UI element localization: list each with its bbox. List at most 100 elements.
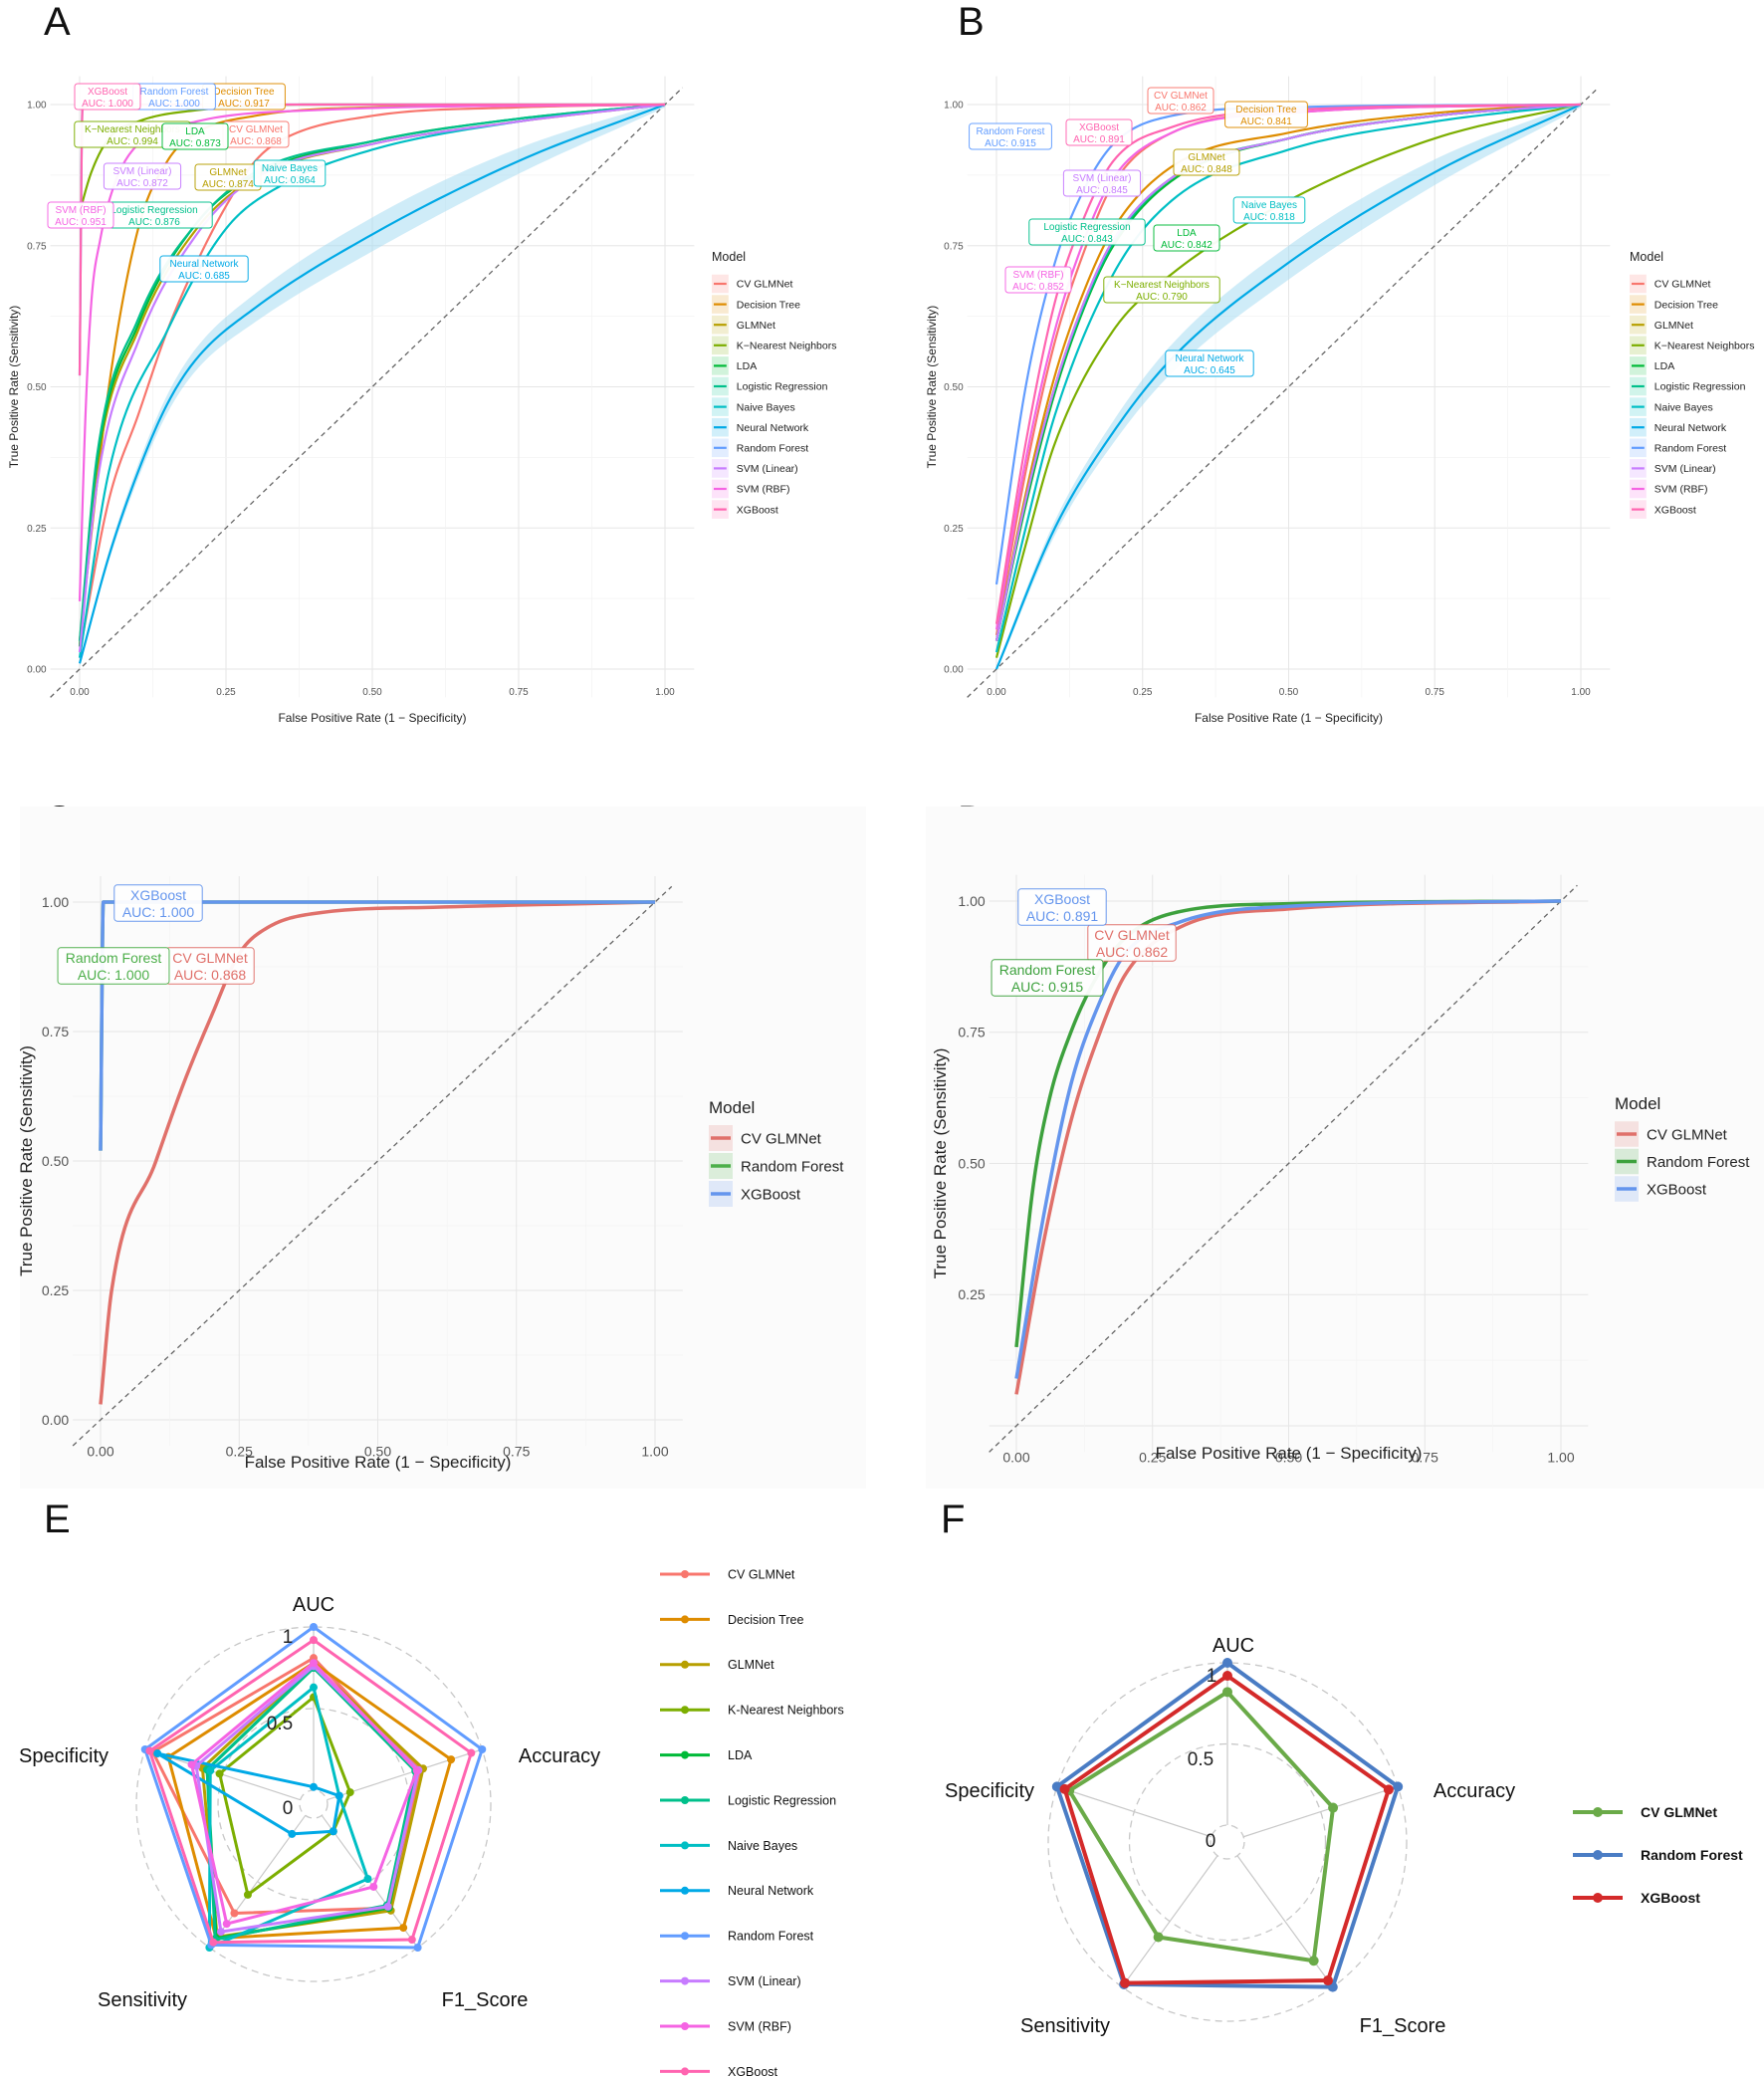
x-tick-label: 0.25: [1133, 687, 1153, 698]
radar-ring-label: 0.5: [267, 1714, 293, 1734]
label-box: [1062, 169, 1142, 197]
roc-curve-logistic-regression: [78, 103, 666, 641]
label-box: [159, 255, 249, 283]
radar-series-svm-rbf: [187, 1659, 421, 1929]
legend-key-point: [681, 1750, 689, 1759]
label-model-name: GLMNet: [209, 167, 246, 178]
radar-point: [206, 1766, 215, 1775]
reference-diagonal: [989, 884, 1578, 1453]
y-axis-label: True Positive Rate (Sensitivity): [931, 1048, 950, 1279]
legend-label: K-Nearest Neighbors: [728, 1704, 844, 1718]
radar-point: [334, 1791, 343, 1800]
x-tick-label: 0.00: [1002, 1449, 1029, 1465]
label-auc-value: AUC: 0.994: [107, 136, 158, 147]
label-model-name: CV GLMNet: [172, 950, 248, 966]
y-tick-label: 0.25: [958, 1286, 985, 1302]
label-auc-value: AUC: 0.917: [218, 99, 270, 110]
legend-item-xgboost: XGBoost: [709, 1181, 801, 1207]
label-auc-value: AUC: 0.915: [985, 138, 1036, 149]
x-tick-label: 0.75: [1426, 687, 1445, 698]
legend-label: XGBoost: [1654, 504, 1696, 516]
y-tick-label: 1.00: [944, 101, 964, 112]
legend-item-svm-linear: SVM (Linear): [660, 1974, 801, 1988]
y-tick-label: 0.50: [27, 382, 47, 393]
label-box: [253, 159, 327, 187]
legend-label: Random Forest: [1641, 1847, 1743, 1863]
legend-key-point: [681, 1796, 689, 1804]
radar-point: [1222, 1687, 1232, 1698]
radar-point: [310, 1683, 318, 1692]
label-model-name: CV GLMNet: [1154, 91, 1208, 102]
legend-label: K−Nearest Neighbors: [737, 340, 837, 351]
radar-polygon: [155, 1751, 341, 1836]
radar-series-xgboost: [145, 1636, 476, 1947]
radar-polygon: [151, 1656, 422, 1916]
radar-point: [1383, 1784, 1394, 1795]
label-model-name: XGBoost: [1034, 891, 1090, 907]
legend-item-logistic-regression: Logistic Regression: [660, 1793, 836, 1807]
legend-item-xgboost: XGBoost: [1630, 500, 1696, 519]
legend-item-random-forest: Random Forest: [709, 1153, 844, 1179]
label-model-name: Neural Network: [1176, 353, 1245, 364]
legend-item-xgboost: XGBoost: [660, 2065, 778, 2077]
legend-item-cv-glmnet: CV GLMNet: [1630, 274, 1710, 294]
y-tick-label: 0.75: [27, 241, 47, 252]
legend-key-point: [681, 1932, 689, 1941]
x-tick-label: 0.50: [362, 687, 382, 698]
x-axis-label: False Positive Rate (1 − Specificity): [1156, 1444, 1423, 1463]
legend-label: GLMNet: [728, 1658, 774, 1672]
legend-item-neural-network: Neural Network: [1630, 417, 1727, 437]
y-tick-label: 0.00: [42, 1412, 69, 1428]
label-auc-value: AUC: 0.685: [178, 271, 230, 282]
radar-polygon: [190, 1661, 419, 1926]
x-tick-label: 1.00: [641, 1443, 668, 1459]
x-tick-label: 0.25: [216, 687, 236, 698]
label-auc-value: AUC: 0.876: [128, 217, 180, 228]
y-axis-label: True Positive Rate (Sensitivity): [17, 1045, 36, 1276]
reference-diagonal: [967, 87, 1600, 698]
legend-item-random-forest: Random Forest: [660, 1930, 814, 1944]
y-axis-label: True Positive Rate (Sensitivity): [925, 306, 939, 469]
radar-polygon: [1062, 1674, 1391, 1985]
label-auc-value: AUC: 1.000: [82, 99, 133, 110]
label-model-name: XGBoost: [88, 87, 127, 98]
label-box: [1065, 118, 1133, 146]
legend-item-neural-network: Neural Network: [712, 417, 809, 437]
roc-curve-cv-glmnet: [1014, 899, 1562, 1395]
radar-axis-label-accuracy: Accuracy: [1433, 1780, 1515, 1802]
radar-polygon: [147, 1638, 473, 1945]
radar-point: [222, 1920, 231, 1929]
label-box: [991, 959, 1104, 997]
x-tick-label: 0.00: [70, 687, 90, 698]
radar-spoke: [1056, 1785, 1213, 1838]
legend-label: LDA: [737, 360, 757, 372]
legend-key-point: [681, 1615, 689, 1624]
radar-ring: [1210, 1824, 1245, 1860]
label-auc-value: AUC: 0.852: [1012, 282, 1064, 293]
radar-point: [369, 1882, 378, 1891]
radar-ring: [1128, 1742, 1327, 1942]
radar-point: [345, 1788, 354, 1797]
label-model-name: XGBoost: [130, 887, 186, 903]
legend-item-k-nearest-neighbors: K−Nearest Neighbors: [1630, 336, 1754, 355]
label-model-name: Random Forest: [999, 962, 1096, 978]
radar-point: [230, 1909, 239, 1918]
roc-chart-d: 0.00 0.25 0.50 0.75 1.00 0.25 0.50 0.75 1.00 Fals…: [926, 807, 1764, 1489]
legend-item-naive-bayes: Naive Bayes: [1630, 397, 1713, 416]
reference-diagonal: [72, 885, 673, 1447]
label-auc-value: AUC: 0.845: [1076, 185, 1128, 196]
label-auc-value: AUC: 0.868: [230, 136, 282, 147]
y-tick-label: 0.25: [27, 524, 47, 535]
radar-axis-label-f1-score: F1_Score: [1360, 2015, 1446, 2037]
label-auc-value: AUC: 0.841: [1240, 116, 1292, 127]
radar-ring-label: 1: [283, 1627, 294, 1648]
radar-point: [310, 1636, 318, 1645]
legend-item-lda: LDA: [1630, 356, 1674, 375]
label-auc-value: AUC: 1.000: [148, 99, 200, 110]
